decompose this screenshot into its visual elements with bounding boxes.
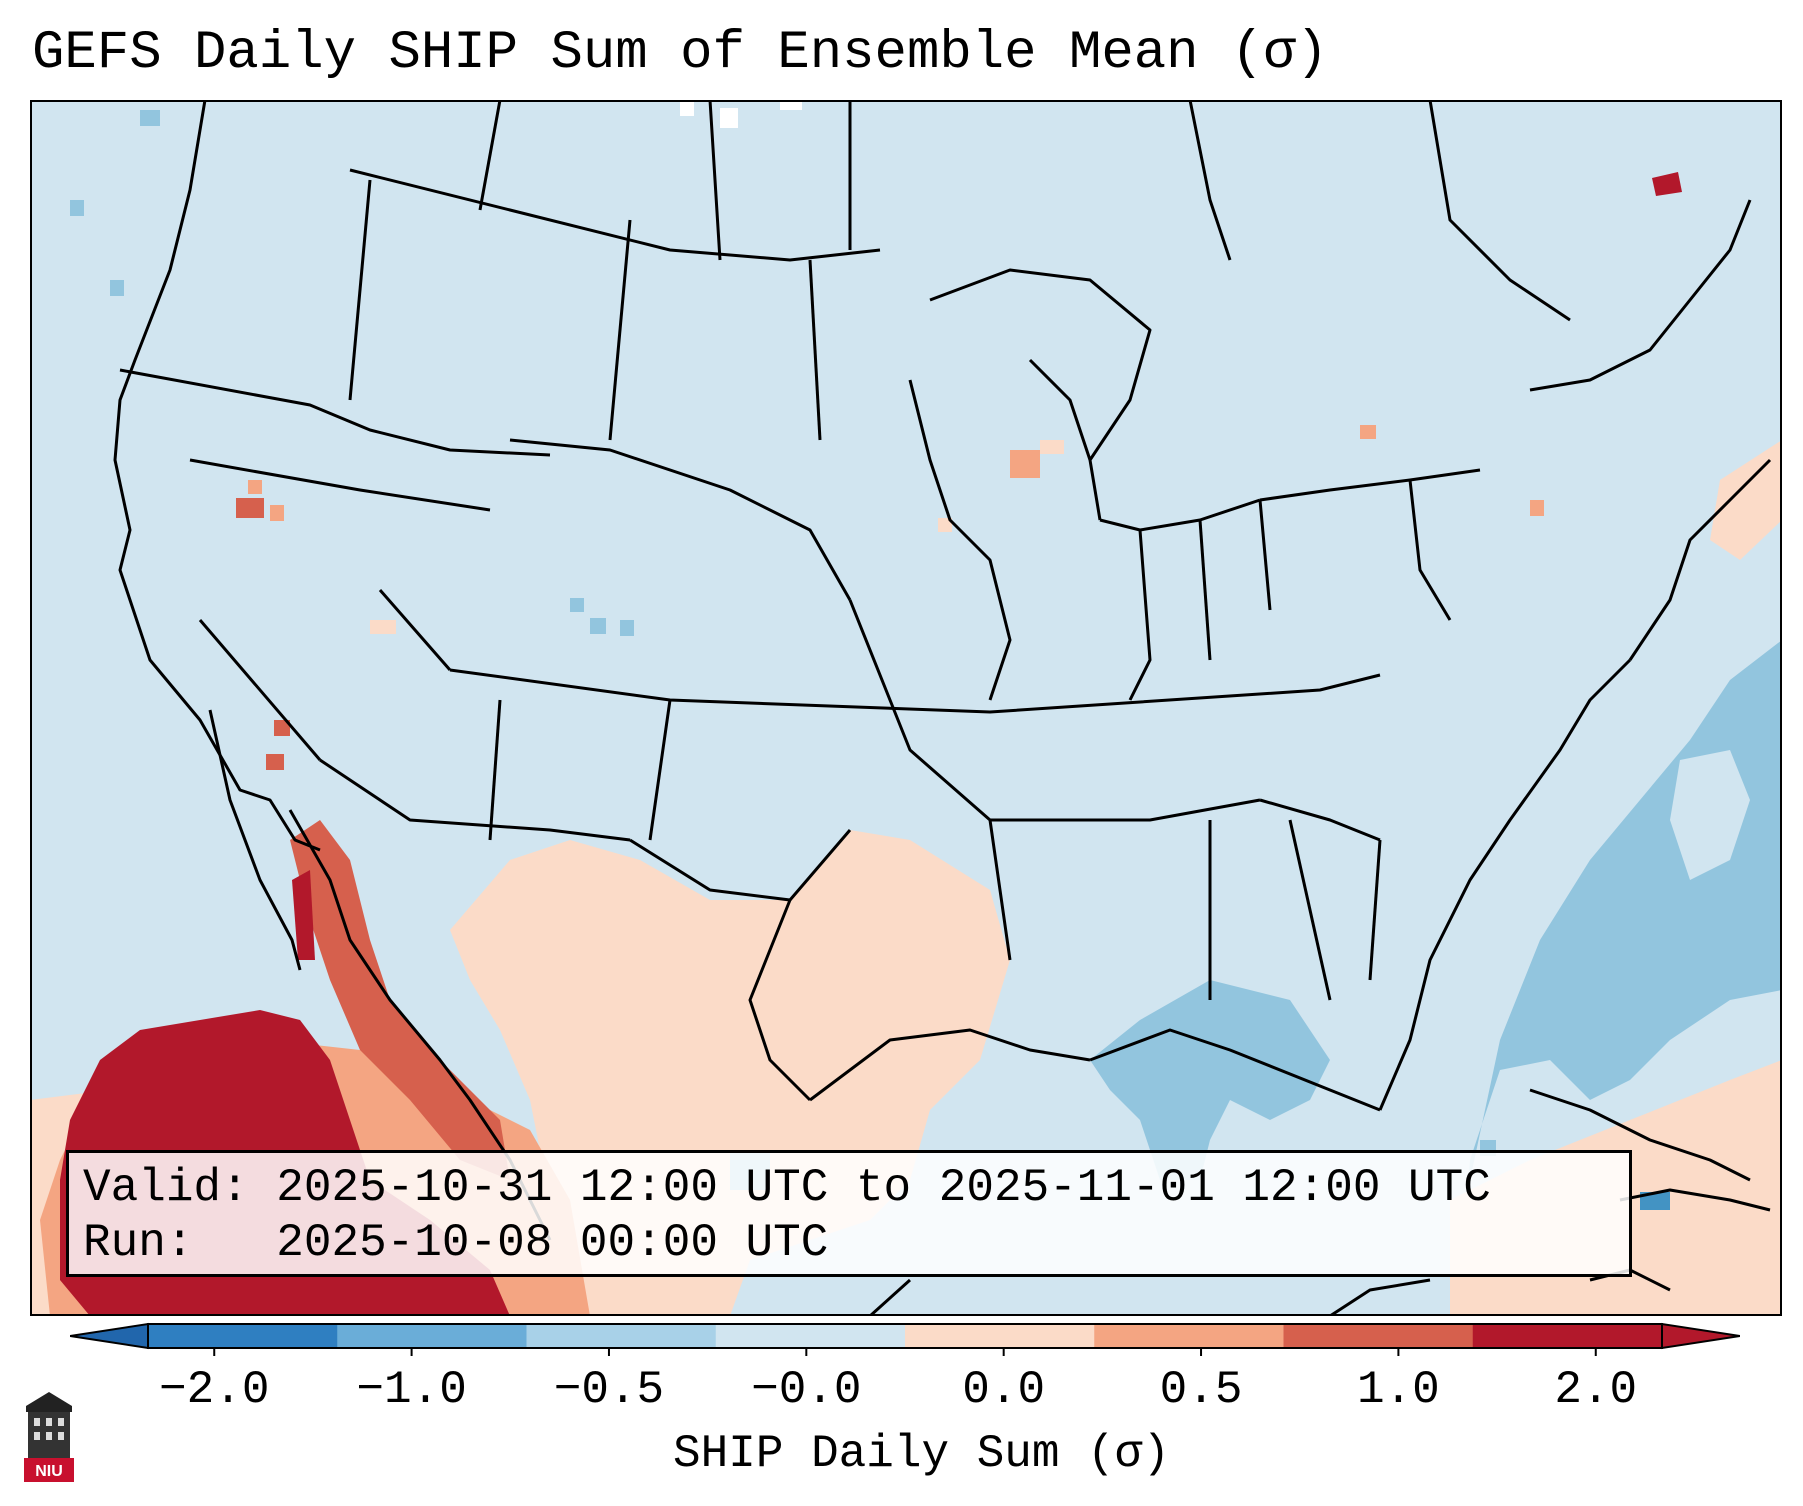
coastlines-and-borders	[113, 100, 1772, 1316]
colorbar-tick-label: 2.0	[1554, 1364, 1638, 1416]
colorbar-segment	[1472, 1324, 1663, 1348]
colorbar-tick-label: 0.0	[962, 1364, 1046, 1416]
colorbar-tick-label: −0.5	[553, 1364, 665, 1416]
region-northeast-positive	[1710, 440, 1782, 560]
region-gulf-negative	[1090, 980, 1330, 1180]
region-newbrunswick-spot	[1652, 172, 1682, 196]
colorbar-segment	[337, 1324, 527, 1348]
colorbar-tick-label: 0.5	[1159, 1364, 1243, 1416]
colorbar-segment	[905, 1324, 1095, 1348]
colorbar-segment	[1094, 1324, 1284, 1348]
colorbar-over-arrow	[1661, 1322, 1740, 1350]
chart-title: GEFS Daily SHIP Sum of Ensemble Mean (σ)	[32, 23, 1329, 84]
valid-label: Valid:	[83, 1162, 249, 1214]
region-baja-strong	[290, 820, 510, 1180]
valid-line: Valid: 2025-10-31 12:00 UTC to 2025-11-0…	[83, 1161, 1629, 1216]
colorbar-segment	[148, 1324, 338, 1348]
region-atlantic-lighter-patch	[1670, 750, 1750, 880]
colorbar	[70, 1322, 1740, 1356]
map-panel	[30, 100, 1782, 1316]
scattered-cells	[70, 100, 1670, 1210]
valid-value: 2025-10-31 12:00 UTC to 2025-11-01 12:00…	[276, 1162, 1491, 1214]
colorbar-tick-label: −2.0	[159, 1364, 270, 1416]
colorbar-segment	[526, 1324, 717, 1348]
colorbar-segment	[715, 1324, 906, 1348]
valid-run-info-box: Valid: 2025-10-31 12:00 UTC to 2025-11-0…	[66, 1150, 1632, 1277]
colorbar-label: SHIP Daily Sum (σ)	[673, 1428, 1170, 1480]
niu-logo: NIU	[24, 1392, 74, 1482]
colorbar-segments	[148, 1324, 1663, 1348]
region-baja-tip	[292, 870, 315, 960]
run-label: Run:	[83, 1217, 194, 1269]
colorbar-under-arrow	[70, 1322, 149, 1350]
colorbar-tick-label: 1.0	[1356, 1364, 1440, 1416]
run-line: Run: 2025-10-08 00:00 UTC	[83, 1216, 1629, 1271]
colorbar-tick-label: −0.0	[751, 1364, 862, 1416]
logo-text: NIU	[35, 1463, 63, 1480]
colorbar-tick-label: −1.0	[356, 1364, 467, 1416]
colorbar-segment	[1283, 1324, 1474, 1348]
run-value: 2025-10-08 00:00 UTC	[276, 1217, 829, 1269]
